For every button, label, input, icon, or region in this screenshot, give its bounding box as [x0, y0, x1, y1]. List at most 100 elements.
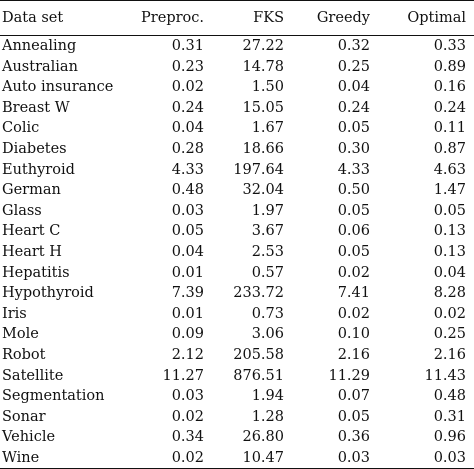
optimal-value: 0.13: [433, 223, 466, 240]
table-row: Glass 0.03 1.97 0.05 0.05: [0, 201, 474, 222]
preproc-value: 7.39: [171, 285, 204, 302]
fks-value: 27.22: [242, 38, 284, 54]
fks-value: 0.73: [251, 305, 284, 322]
optimal-value: 0.11: [433, 120, 466, 137]
preproc-value: 0.23: [171, 58, 204, 75]
optimal-value: 0.16: [433, 79, 466, 96]
table-row: Breast W 0.24 15.05 0.24 0.24: [0, 98, 474, 119]
header-data-set: Data set: [2, 10, 64, 26]
dataset-name: Iris: [2, 305, 27, 322]
table-row: Wine 0.02 10.47 0.03 0.03: [0, 448, 474, 469]
preproc-value: 0.05: [171, 223, 204, 240]
dataset-name: Mole: [2, 326, 39, 343]
greedy-value: 11.29: [328, 367, 370, 384]
table-row: Colic 0.04 1.67 0.05 0.11: [0, 118, 474, 139]
greedy-value: 0.32: [337, 38, 370, 54]
greedy-value: 0.05: [337, 408, 370, 425]
preproc-value: 0.02: [171, 449, 204, 466]
greedy-value: 0.07: [337, 388, 370, 405]
preproc-value: 11.27: [162, 367, 204, 384]
preproc-value: 0.01: [171, 305, 204, 322]
dataset-name: Hypothyroid: [2, 285, 94, 302]
fks-value: 1.97: [251, 202, 284, 219]
fks-value: 876.51: [233, 367, 284, 384]
dataset-name: German: [2, 182, 61, 199]
greedy-value: 0.50: [337, 182, 370, 199]
preproc-value: 0.48: [171, 182, 204, 199]
table-row: Heart H 0.04 2.53 0.05 0.13: [0, 242, 474, 263]
preproc-value: 0.24: [171, 99, 204, 116]
fks-value: 32.04: [242, 182, 284, 199]
greedy-value: 0.03: [337, 449, 370, 466]
preproc-value: 0.04: [171, 120, 204, 137]
table-row: Euthyroid 4.33 197.64 4.33 4.63: [0, 160, 474, 181]
greedy-value: 0.02: [337, 305, 370, 322]
dataset-name: Hepatitis: [2, 264, 70, 281]
greedy-value: 0.30: [337, 140, 370, 157]
preproc-value: 0.28: [171, 140, 204, 157]
fks-value: 26.80: [242, 429, 284, 446]
optimal-value: 0.87: [433, 140, 466, 157]
optimal-value: 0.48: [433, 388, 466, 405]
header-preproc: Preproc.: [141, 10, 204, 26]
header-optimal: Optimal: [407, 10, 466, 26]
table-row: Sonar 0.02 1.28 0.05 0.31: [0, 407, 474, 428]
fks-value: 15.05: [242, 99, 284, 116]
dataset-name: Vehicle: [2, 429, 56, 446]
fks-value: 197.64: [233, 161, 284, 178]
fks-value: 1.50: [251, 79, 284, 96]
optimal-value: 4.63: [433, 161, 466, 178]
optimal-value: 11.43: [424, 367, 466, 384]
preproc-value: 0.02: [171, 79, 204, 96]
dataset-name: Euthyroid: [2, 161, 75, 178]
preproc-value: 0.03: [171, 202, 204, 219]
table-row: Satellite 11.27 876.51 11.29 11.43: [0, 366, 474, 387]
table-body: Annealing 0.31 27.22 0.32 0.33 Australian 0.23…: [0, 36, 474, 469]
optimal-value: 0.03: [433, 449, 466, 466]
optimal-value: 0.05: [433, 202, 466, 219]
header-row: Data set Preproc. FKS Greedy Optimal: [0, 0, 474, 36]
preproc-value: 0.02: [171, 408, 204, 425]
optimal-value: 0.96: [433, 429, 466, 446]
preproc-value: 2.12: [171, 346, 204, 363]
dataset-name: Glass: [2, 202, 42, 219]
optimal-value: 0.04: [433, 264, 466, 281]
table-row: German 0.48 32.04 0.50 1.47: [0, 180, 474, 201]
preproc-value: 0.03: [171, 388, 204, 405]
table-row: Auto insurance 0.02 1.50 0.04 0.16: [0, 77, 474, 98]
dataset-name: Wine: [2, 449, 40, 466]
greedy-value: 7.41: [337, 285, 370, 302]
greedy-value: 0.36: [337, 429, 370, 446]
fks-value: 18.66: [242, 140, 284, 157]
optimal-value: 0.13: [433, 243, 466, 260]
greedy-value: 0.05: [337, 243, 370, 260]
greedy-value: 4.33: [337, 161, 370, 178]
table-row: Hepatitis 0.01 0.57 0.02 0.04: [0, 263, 474, 284]
dataset-name: Satellite: [2, 367, 64, 384]
optimal-value: 0.89: [433, 58, 466, 75]
preproc-value: 0.09: [171, 326, 204, 343]
table-row: Mole 0.09 3.06 0.10 0.25: [0, 324, 474, 345]
fks-value: 3.06: [251, 326, 284, 343]
header-greedy: Greedy: [316, 10, 370, 26]
greedy-value: 0.05: [337, 120, 370, 137]
fks-value: 0.57: [251, 264, 284, 281]
greedy-value: 0.10: [337, 326, 370, 343]
preproc-value: 0.31: [171, 38, 204, 54]
preproc-value: 0.01: [171, 264, 204, 281]
table-row: Heart C 0.05 3.67 0.06 0.13: [0, 221, 474, 242]
table-row: Robot 2.12 205.58 2.16 2.16: [0, 345, 474, 366]
fks-value: 233.72: [233, 285, 284, 302]
dataset-name: Sonar: [2, 408, 46, 425]
greedy-value: 0.25: [337, 58, 370, 75]
dataset-name: Diabetes: [2, 140, 67, 157]
header-fks: FKS: [253, 10, 284, 26]
fks-value: 205.58: [233, 346, 284, 363]
optimal-value: 0.31: [433, 408, 466, 425]
greedy-value: 0.02: [337, 264, 370, 281]
fks-value: 1.28: [251, 408, 284, 425]
greedy-value: 2.16: [337, 346, 370, 363]
dataset-name: Colic: [2, 120, 40, 137]
